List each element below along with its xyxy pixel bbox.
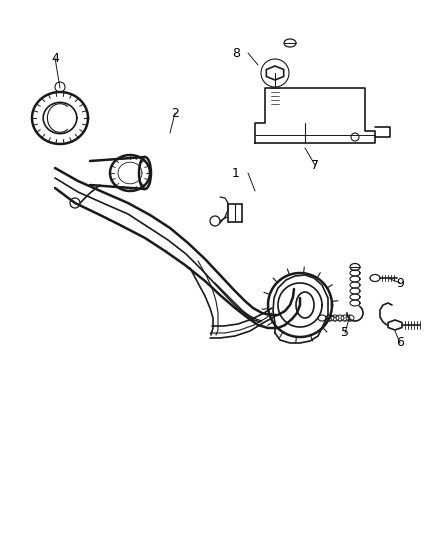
Text: 1: 1 xyxy=(232,166,240,180)
Text: 6: 6 xyxy=(395,336,403,350)
Text: 9: 9 xyxy=(395,277,403,289)
Text: 5: 5 xyxy=(340,327,348,340)
Text: 8: 8 xyxy=(231,46,240,60)
Text: 7: 7 xyxy=(310,158,318,172)
Text: 2: 2 xyxy=(171,107,179,119)
Text: 4: 4 xyxy=(51,52,59,64)
